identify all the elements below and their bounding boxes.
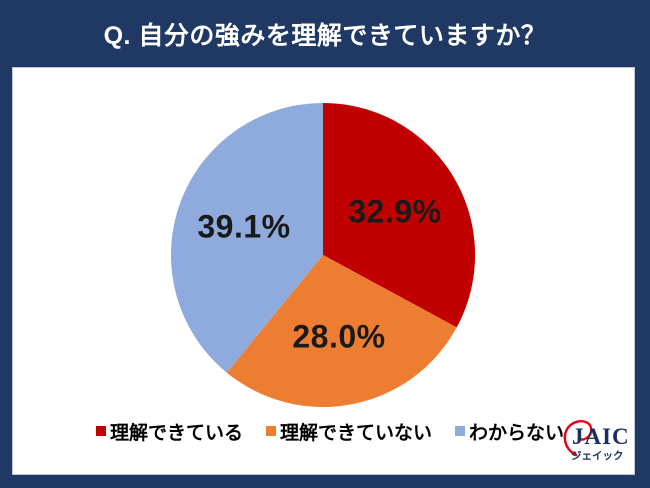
legend-label: 理解できていない bbox=[279, 422, 432, 444]
legend-item: 理解できていない bbox=[265, 418, 432, 445]
logo-swoosh-icon bbox=[563, 420, 593, 457]
legend-swatch bbox=[95, 426, 106, 436]
logo-subtext: ジェイック bbox=[571, 450, 624, 462]
legend-item: わからない bbox=[455, 418, 564, 445]
jaic-logo: JAIC ジェイック bbox=[563, 420, 630, 462]
chart-title: Q. 自分の強みを理解できていますか？ bbox=[103, 21, 547, 50]
title-bar: Q. 自分の強みを理解できていますか？ bbox=[0, 0, 650, 67]
logo-text: JAIC bbox=[572, 424, 630, 449]
pie-value-label: 28.0% bbox=[292, 318, 386, 355]
pie-slice-2 bbox=[226, 255, 457, 407]
legend-swatch bbox=[265, 426, 276, 436]
legend-swatch bbox=[455, 426, 465, 436]
pie-slice-3 bbox=[171, 103, 323, 373]
pie-value-label: 32.9% bbox=[348, 193, 442, 230]
pie-chart bbox=[171, 103, 475, 407]
legend: 理解できている 理解できていない わからない bbox=[20, 418, 640, 445]
pie-value-label: 39.1% bbox=[197, 208, 291, 245]
legend-label: わからない bbox=[469, 422, 565, 444]
legend-label: 理解できている bbox=[109, 422, 243, 444]
pie-slice-1 bbox=[323, 103, 475, 328]
legend-item: 理解できている bbox=[95, 418, 243, 445]
